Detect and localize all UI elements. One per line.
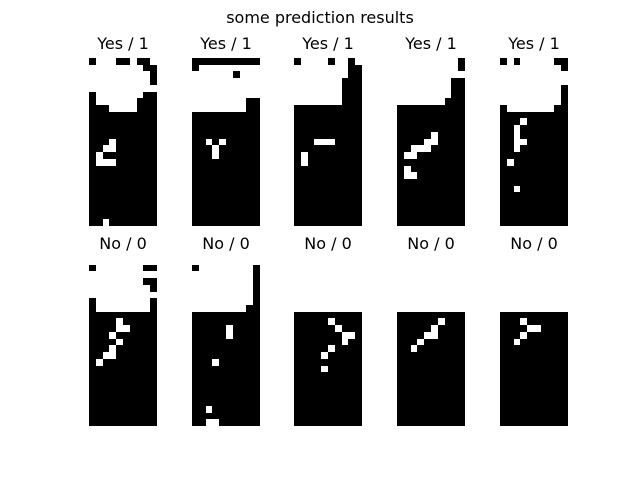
prediction-image [397,258,465,426]
panel-title: Yes / 1 [302,34,354,53]
prediction-image [397,58,465,226]
prediction-image [500,58,568,226]
prediction-image [294,58,362,226]
panel-2: Yes / 1 [192,34,260,226]
panel-1: Yes / 1 [89,34,157,226]
panel-title: Yes / 1 [97,34,149,53]
prediction-image [89,58,157,226]
panel-title: No / 0 [304,234,352,253]
panel-title: No / 0 [202,234,250,253]
panel-5: Yes / 1 [500,34,568,226]
panel-title: Yes / 1 [200,34,252,53]
panel-6: No / 0 [89,234,157,426]
panel-10: No / 0 [500,234,568,426]
prediction-image [192,58,260,226]
panel-title: Yes / 1 [405,34,457,53]
panel-title: No / 0 [99,234,147,253]
panel-9: No / 0 [397,234,465,426]
prediction-image [89,258,157,426]
figure-title: some prediction results [226,8,414,27]
panel-8: No / 0 [294,234,362,426]
panel-7: No / 0 [192,234,260,426]
prediction-image [294,258,362,426]
panel-title: Yes / 1 [508,34,560,53]
prediction-image [500,258,568,426]
prediction-image [192,258,260,426]
panel-4: Yes / 1 [397,34,465,226]
panel-3: Yes / 1 [294,34,362,226]
panel-title: No / 0 [407,234,455,253]
panel-title: No / 0 [510,234,558,253]
